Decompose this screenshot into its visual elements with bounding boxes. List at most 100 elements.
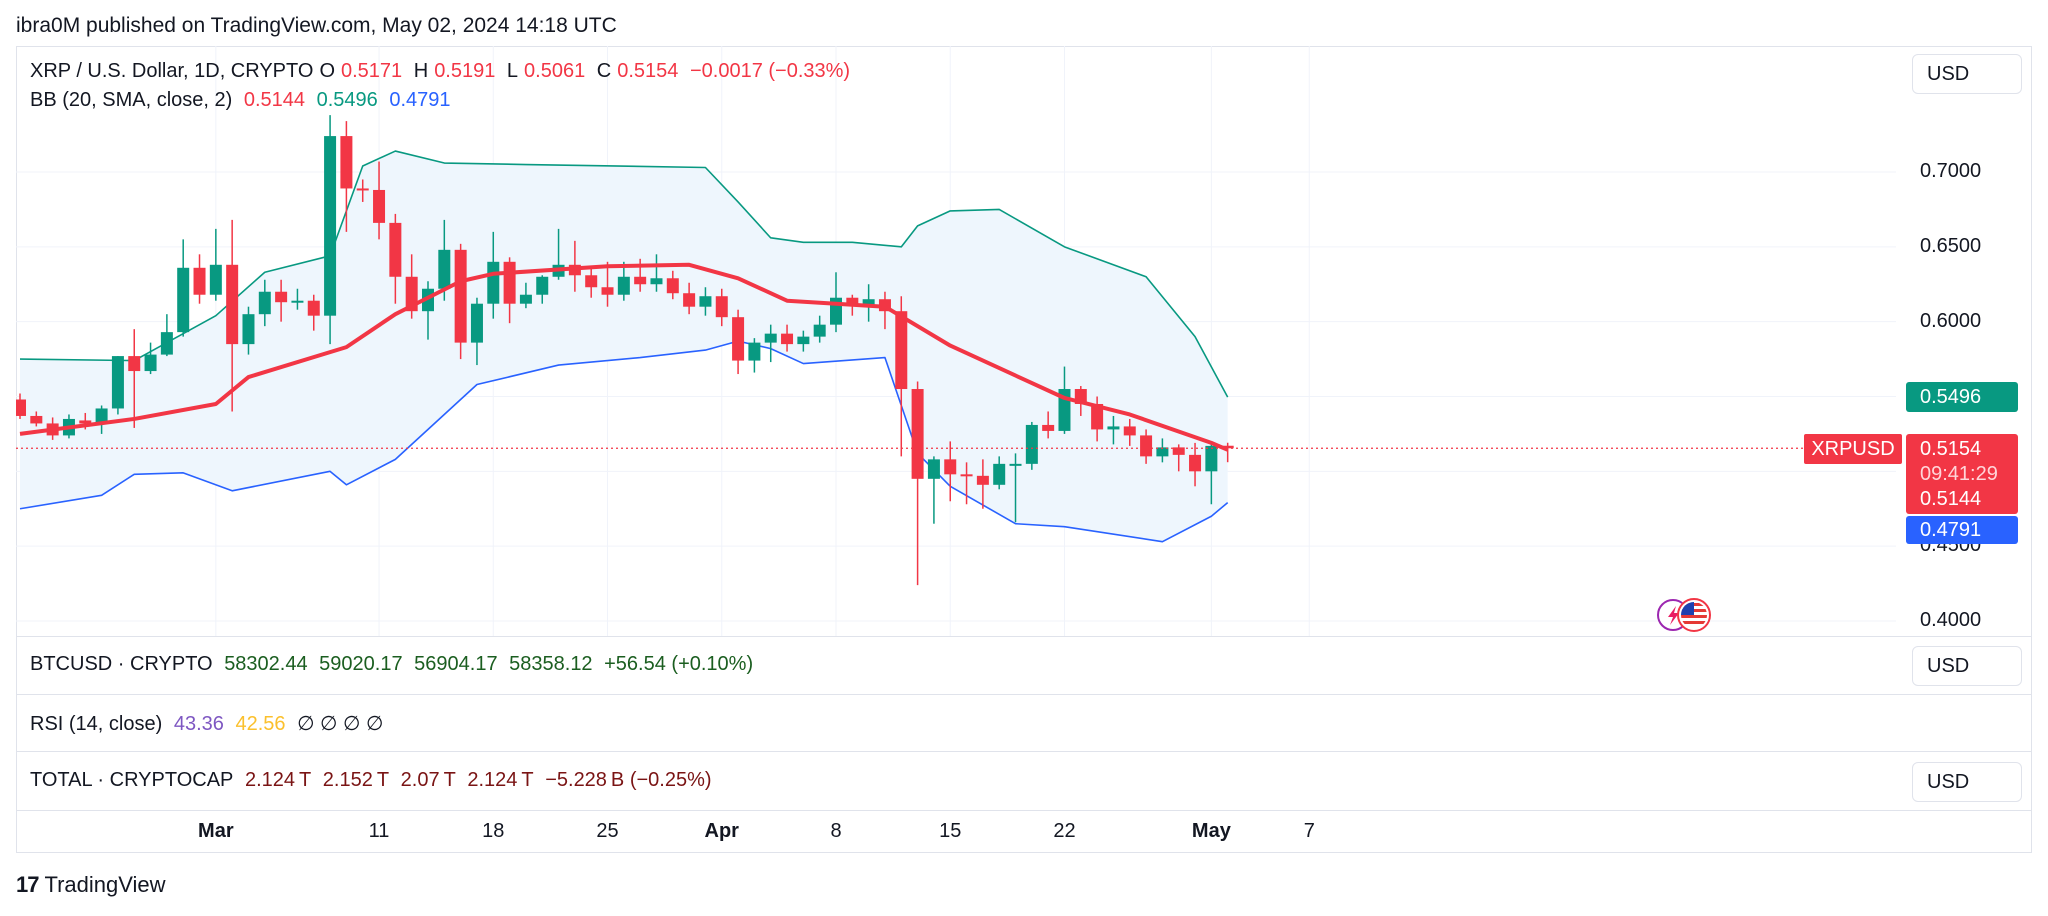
bb-basis-line xyxy=(19,262,1229,452)
rsi-empty-values: ∅ ∅ ∅ ∅ xyxy=(297,713,384,735)
tradingview-logo-icon: 17 xyxy=(16,872,40,897)
candle-body xyxy=(1123,426,1136,436)
btc-high: 59020.17 xyxy=(319,653,403,675)
candle-body xyxy=(617,276,630,295)
pane-divider xyxy=(16,810,2032,811)
candle-body xyxy=(324,136,337,316)
bb-label[interactable]: BB (20, SMA, close, 2) xyxy=(30,89,233,111)
candle-body xyxy=(764,333,777,343)
candle-body xyxy=(911,389,924,479)
economic-event-icon[interactable] xyxy=(1656,598,1712,632)
candle-body xyxy=(797,336,810,345)
open-value: 0.5171 xyxy=(341,60,403,82)
x-tick-label: 7 xyxy=(1303,820,1315,842)
footer-brand: 17 TradingView xyxy=(16,872,166,898)
currency-button[interactable]: USD xyxy=(1912,54,2022,94)
candle-body xyxy=(356,188,369,191)
bb-upper-line xyxy=(19,150,1229,398)
x-tick-label: 15 xyxy=(939,820,962,842)
btc-legend: BTCUSD · CRYPTO 58302.44 59020.17 56904.… xyxy=(30,653,759,676)
bb-legend: BB (20, SMA, close, 2) 0.5144 0.5496 0.4… xyxy=(30,89,457,112)
bb-basis-value: 0.5144 xyxy=(243,89,306,111)
candle-body xyxy=(1205,445,1218,472)
candle-body xyxy=(389,222,402,277)
candle-body xyxy=(1091,403,1104,430)
candle-body xyxy=(944,459,957,475)
high-value: 0.5191 xyxy=(434,60,496,82)
x-tick-label: 18 xyxy=(482,820,505,842)
candle-body xyxy=(30,415,43,424)
currency-button-total[interactable]: USD xyxy=(1912,762,2022,802)
symbol-price-tag: XRPUSD xyxy=(1804,434,1902,464)
main-legend: XRP / U.S. Dollar, 1D, CRYPTO O 0.5171 H 0.… xyxy=(30,60,856,83)
candle-body xyxy=(585,275,598,288)
candle-body xyxy=(813,324,826,337)
publish-header: ibra0M published on TradingView.com, May… xyxy=(16,14,617,37)
rsi-label[interactable]: RSI (14, close) xyxy=(30,713,163,735)
total-symbol[interactable]: TOTAL · CRYPTOCAP xyxy=(30,769,234,791)
candle-body xyxy=(927,459,940,479)
candle-body xyxy=(976,475,989,485)
bollinger-band-fill xyxy=(20,151,1228,542)
btc-open: 58302.44 xyxy=(224,653,308,675)
candle-body xyxy=(1025,424,1038,464)
candle-body xyxy=(1221,445,1234,449)
candle-body xyxy=(781,333,794,345)
x-tick-label: 11 xyxy=(368,820,390,842)
price-chart[interactable] xyxy=(16,46,1910,636)
total-change: −5.228 B (−0.25%) xyxy=(545,769,712,791)
y-tick-label: 0.7000 xyxy=(1920,160,1982,182)
x-tick-label: Apr xyxy=(704,820,739,842)
candle-body xyxy=(666,278,679,294)
close-value: 0.5154 xyxy=(617,60,679,82)
total-low: 2.07 T xyxy=(400,769,456,791)
currency-button-btc[interactable]: USD xyxy=(1912,646,2022,686)
candle-body xyxy=(454,249,467,343)
candle-body xyxy=(470,303,483,343)
pane-divider xyxy=(16,751,2032,752)
high-label: H xyxy=(413,60,429,82)
bb-basis-price: 0.5144 xyxy=(1920,488,1982,510)
candle-body xyxy=(650,278,663,285)
change-value: −0.0017 (−0.33%) xyxy=(689,60,851,82)
candle-body xyxy=(487,261,500,304)
chart-frame xyxy=(16,46,2032,853)
candle-body xyxy=(683,293,696,307)
candle-body xyxy=(144,354,157,372)
bb-lower-value: 0.4791 xyxy=(389,89,451,111)
bar-countdown: 09:41:29 xyxy=(1920,463,1998,485)
candle-body xyxy=(536,276,549,295)
candle-body xyxy=(862,299,875,306)
x-tick-label: Mar xyxy=(198,820,234,842)
open-label: O xyxy=(319,60,335,82)
candle-body xyxy=(160,332,173,355)
candle-body xyxy=(732,317,745,361)
bb-lower-line xyxy=(19,340,1229,543)
rsi-legend: RSI (14, close) 43.36 42.56 ∅ ∅ ∅ ∅ xyxy=(30,711,389,736)
btc-symbol[interactable]: BTCUSD · CRYPTO xyxy=(30,653,213,675)
btc-close: 58358.12 xyxy=(509,653,593,675)
candle-body xyxy=(1042,424,1055,431)
bb-lower-price-tag: 0.4791 xyxy=(1906,516,2018,544)
bb-upper-value: 0.5496 xyxy=(316,89,378,111)
candle-body xyxy=(307,300,320,316)
candle-body xyxy=(1107,426,1120,430)
y-tick-label: 0.6000 xyxy=(1920,310,1982,332)
candle-body xyxy=(291,300,304,303)
symbol-description[interactable]: XRP / U.S. Dollar, 1D, CRYPTO xyxy=(30,60,314,82)
pane-divider xyxy=(16,636,2032,637)
total-high: 2.152 T xyxy=(322,769,390,791)
rsi-value: 43.36 xyxy=(173,713,224,735)
candle-body xyxy=(258,291,271,315)
candle-body xyxy=(177,267,190,333)
candle-body xyxy=(209,264,222,295)
candle-body xyxy=(111,356,124,409)
candle-body xyxy=(128,356,141,372)
pane-divider xyxy=(16,694,2032,695)
total-open: 2.124 T xyxy=(244,769,312,791)
x-tick-label: 8 xyxy=(830,820,842,842)
candle-body xyxy=(895,311,908,390)
x-tick-label: 22 xyxy=(1053,820,1076,842)
total-legend: TOTAL · CRYPTOCAP 2.124 T 2.152 T 2.07 T… xyxy=(30,769,718,792)
close-price: 0.5154 xyxy=(1920,438,1982,460)
